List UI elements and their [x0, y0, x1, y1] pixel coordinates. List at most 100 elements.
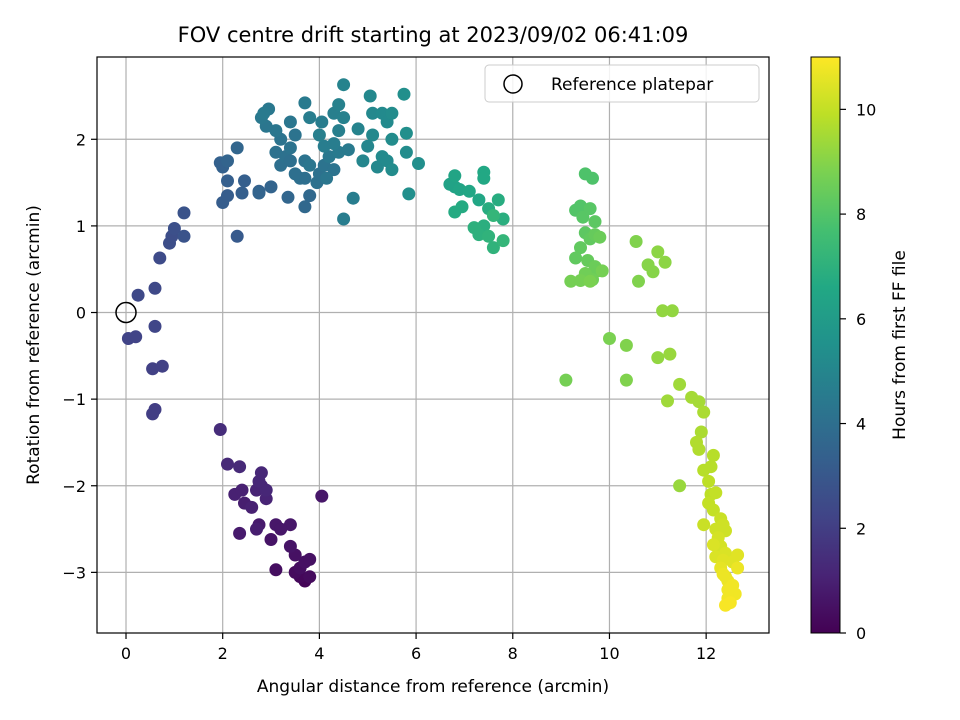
data-point — [661, 394, 674, 408]
data-point — [619, 373, 633, 387]
data-point — [233, 460, 247, 474]
data-point — [167, 222, 181, 235]
data-point — [702, 474, 716, 488]
data-point — [576, 210, 590, 224]
data-point — [221, 457, 234, 471]
data-point — [658, 255, 672, 269]
data-point — [477, 171, 491, 185]
data-point — [346, 191, 360, 205]
data-point — [486, 241, 500, 255]
data-point — [448, 169, 462, 183]
data-point — [716, 567, 730, 581]
data-point — [148, 281, 162, 295]
data-point — [706, 448, 720, 462]
data-point — [646, 265, 660, 279]
x-tick-label: 12 — [696, 644, 716, 663]
legend-box — [484, 64, 760, 103]
data-point — [303, 189, 317, 203]
data-point — [706, 503, 720, 517]
data-point — [486, 209, 500, 222]
data-point — [370, 160, 384, 174]
x-axis-label: Angular distance from reference (arcmin) — [257, 677, 609, 697]
data-point — [153, 251, 167, 265]
data-point — [269, 563, 283, 577]
colorbar-tick-label: 4 — [856, 415, 866, 434]
y-tick-label: −2 — [62, 477, 86, 496]
colorbar-tick-label: 0 — [856, 624, 866, 643]
data-point — [399, 126, 413, 140]
data-point — [221, 174, 234, 188]
legend: Reference platepar — [484, 64, 760, 103]
x-tick-label: 2 — [218, 644, 228, 663]
data-point — [402, 187, 416, 201]
data-point — [692, 395, 706, 409]
colorbar: 0 2 4 6 8 10 Hours from first FF file — [810, 56, 910, 643]
data-point — [315, 115, 329, 129]
x-axis: 0 2 4 6 8 10 12 — [121, 633, 716, 663]
data-point — [250, 522, 263, 536]
data-point — [663, 347, 677, 361]
data-point — [482, 229, 496, 243]
grid — [97, 57, 769, 633]
data-point — [312, 128, 326, 142]
data-point — [588, 215, 602, 229]
data-point — [448, 205, 462, 219]
data-points — [121, 78, 745, 612]
x-tick-label: 4 — [314, 644, 324, 663]
data-point — [281, 190, 295, 204]
data-point — [564, 274, 578, 288]
data-point — [332, 98, 346, 112]
data-point — [656, 304, 670, 318]
data-point — [320, 171, 334, 185]
x-tick-label: 8 — [508, 644, 518, 663]
data-point — [303, 570, 317, 584]
chart-title: FOV centre drift starting at 2023/09/02 … — [178, 23, 689, 47]
data-point — [719, 598, 732, 612]
data-point — [399, 145, 413, 159]
data-point — [632, 274, 645, 288]
data-point — [706, 538, 720, 552]
data-point — [363, 89, 377, 103]
data-point — [230, 229, 244, 243]
data-point — [148, 319, 162, 333]
data-point — [595, 264, 609, 278]
data-point — [385, 106, 399, 120]
data-point — [298, 200, 312, 214]
data-point — [274, 522, 288, 536]
data-point — [361, 139, 375, 153]
data-point — [283, 154, 297, 168]
data-point — [131, 288, 145, 302]
data-point — [298, 96, 312, 110]
data-point — [303, 158, 317, 172]
data-point — [697, 405, 711, 419]
data-point — [129, 330, 143, 344]
data-point — [269, 145, 283, 159]
x-tick-label: 0 — [121, 644, 131, 663]
data-point — [341, 143, 355, 157]
data-point — [264, 533, 278, 546]
data-point — [177, 229, 191, 243]
data-point — [221, 189, 234, 203]
data-point — [651, 245, 665, 259]
data-point — [337, 212, 351, 226]
data-point — [315, 489, 329, 503]
data-point — [213, 423, 227, 436]
data-point — [230, 141, 244, 155]
data-point — [472, 193, 486, 207]
data-point — [238, 174, 251, 188]
data-point — [155, 359, 169, 373]
data-point — [583, 202, 597, 216]
data-point — [709, 486, 723, 500]
legend-marker-reference — [503, 74, 523, 94]
data-point — [337, 78, 351, 92]
data-point — [221, 154, 234, 168]
data-point — [694, 425, 708, 439]
data-point — [385, 132, 399, 146]
data-point — [721, 583, 735, 597]
data-point — [651, 351, 665, 365]
colorbar-tick-label: 2 — [856, 519, 866, 538]
data-point — [303, 111, 317, 125]
data-point — [233, 526, 247, 540]
y-tick-label: −3 — [62, 563, 86, 582]
